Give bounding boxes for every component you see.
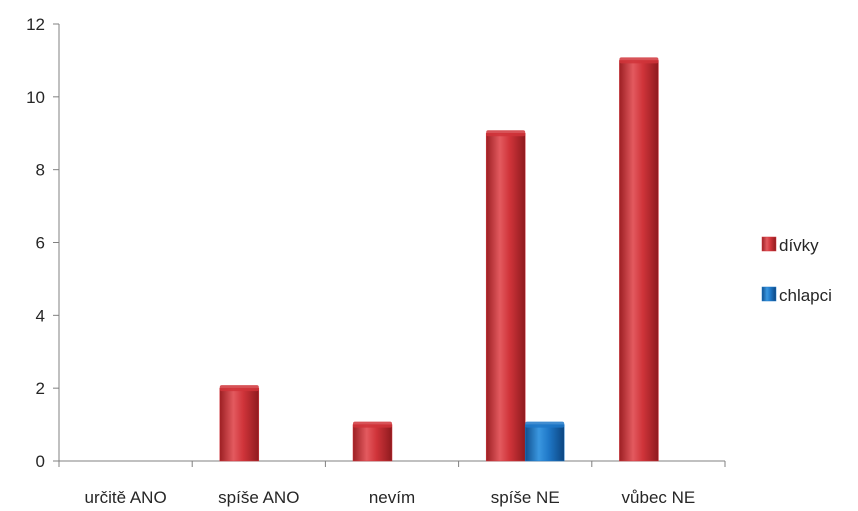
- bar-dívky-4: [619, 60, 659, 462]
- y-tick-label: 12: [26, 15, 45, 34]
- y-tick-label: 10: [26, 88, 45, 107]
- bar: [619, 57, 659, 462]
- bar-cap: [619, 57, 659, 64]
- y-tick-label: 4: [36, 306, 45, 325]
- y-axis-ticks: 0 2 4 6 8 10 12: [26, 15, 59, 471]
- y-tick-label: 6: [36, 234, 45, 253]
- legend-item: dívky: [761, 236, 819, 255]
- legend-label: dívky: [779, 236, 819, 255]
- bar: [524, 421, 565, 462]
- bars: [219, 57, 659, 462]
- bar-dívky-1: [219, 387, 260, 462]
- y-tick-label: 2: [36, 379, 45, 398]
- bar-cap: [525, 421, 565, 428]
- legend: dívky chlapci: [761, 236, 832, 305]
- legend-swatch: [761, 236, 777, 252]
- y-tick-label: 8: [36, 161, 45, 180]
- category-label: spíše ANO: [218, 488, 299, 507]
- y-tick-label: 0: [36, 452, 45, 471]
- category-label: nevím: [369, 488, 415, 507]
- bar: [485, 130, 526, 462]
- bar-dívky-3: [485, 133, 526, 462]
- legend-label: chlapci: [779, 286, 832, 305]
- bar: [219, 385, 260, 462]
- legend-swatch: [761, 286, 777, 302]
- legend-item: chlapci: [761, 286, 832, 305]
- bar: [352, 421, 393, 462]
- category-label: určitě ANO: [84, 488, 166, 507]
- x-axis-ticks: určitě ANO spíše ANO nevím spíše NE vůbec NE: [58, 461, 726, 507]
- bar-chlapci-3: [524, 424, 565, 462]
- category-label: vůbec NE: [622, 488, 696, 507]
- bar-cap: [486, 130, 526, 137]
- category-label: spíše NE: [491, 488, 560, 507]
- bar-cap: [353, 421, 392, 428]
- bar-cap: [219, 385, 259, 392]
- bar-dívky-2: [352, 424, 393, 462]
